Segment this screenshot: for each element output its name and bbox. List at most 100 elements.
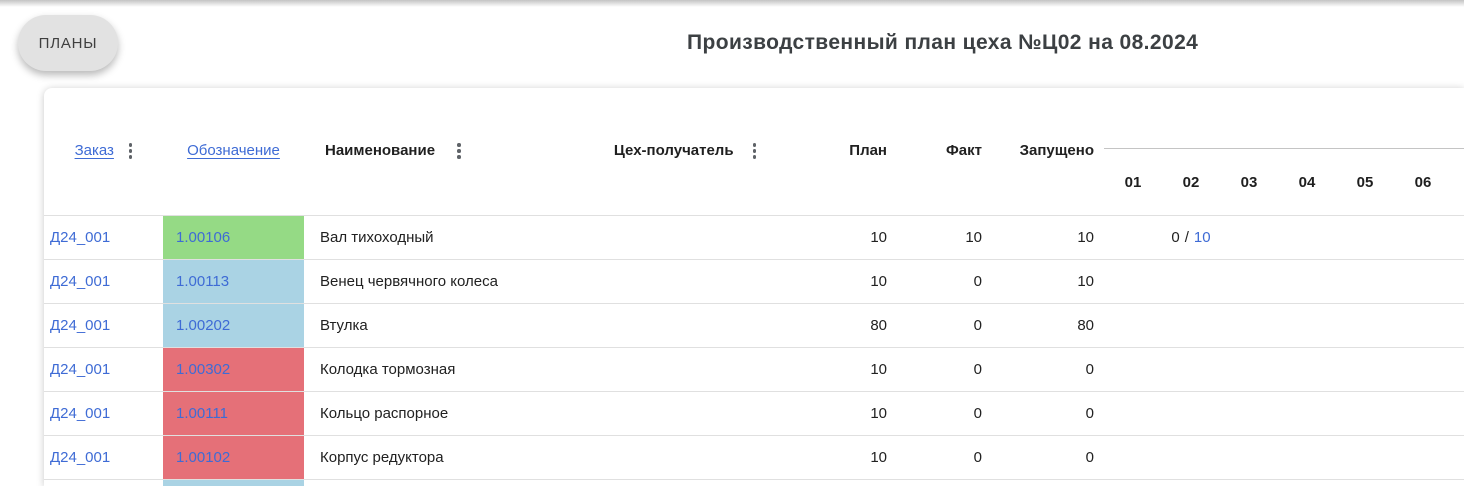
order-cell: Д24_001 <box>44 348 163 391</box>
day-header: 01 <box>1124 174 1142 191</box>
plan-cell: 10 <box>870 449 887 466</box>
order-cell: Д24_001 <box>44 304 163 347</box>
order-link[interactable]: Д24_001 <box>50 449 111 466</box>
receiver-cell <box>580 260 790 303</box>
fact-cell: 0 <box>973 405 982 422</box>
order-cell <box>44 480 163 486</box>
days-cells <box>1097 436 1464 479</box>
column-header-fact: Факт <box>946 142 982 159</box>
plan-cell: 80 <box>870 317 887 334</box>
fact-cell: 0 <box>973 361 982 378</box>
receiver-cell <box>580 436 790 479</box>
day-header: 06 <box>1414 174 1432 191</box>
receiver-cell <box>580 348 790 391</box>
column-header-designation[interactable]: Обозначение <box>187 142 280 159</box>
order-cell: Д24_001 <box>44 392 163 435</box>
order-cell: Д24_001 <box>44 436 163 479</box>
name-cell: Колодка тормозная <box>320 361 456 378</box>
designation-link[interactable]: 1.00302 <box>176 361 231 378</box>
table-row: Д24_001 1.00102 Корпус редуктора 10 0 0 <box>44 436 1464 480</box>
designation-link[interactable]: 1.00106 <box>176 229 231 246</box>
table-header: Заказ Обозначение Наименование Цех-получ… <box>44 88 1464 216</box>
day-header: 05 <box>1356 174 1374 191</box>
launched-cell <box>985 480 1097 486</box>
launched-cell: 80 <box>1077 317 1094 334</box>
designation-cell: 1.00102 <box>163 436 304 479</box>
column-header-receiver: Цех-получатель <box>613 142 734 159</box>
order-link[interactable]: Д24_001 <box>50 229 111 246</box>
name-cell: Венец червячного колеса <box>320 273 498 290</box>
order-cell: Д24_001 <box>44 216 163 259</box>
header-cell-order: Заказ <box>44 88 163 215</box>
column-header-launched: Запущено <box>1019 142 1094 159</box>
launched-cell: 10 <box>1077 229 1094 246</box>
name-cell: Корпус редуктора <box>320 449 444 466</box>
column-menu-icon[interactable] <box>128 142 133 159</box>
designation-cell: 1.00106 <box>163 216 304 259</box>
days-group-rule <box>1104 148 1464 149</box>
column-header-name: Наименование <box>325 142 436 159</box>
table-row: Д24_001 1.00111 Кольцо распорное 10 0 0 <box>44 392 1464 436</box>
order-link[interactable]: Д24_001 <box>50 317 111 334</box>
days-cells <box>1097 392 1464 435</box>
day-header: 02 <box>1182 174 1200 191</box>
order-link[interactable]: Д24_001 <box>50 405 111 422</box>
column-header-order[interactable]: Заказ <box>74 142 114 159</box>
plan-cell <box>790 480 890 486</box>
designation-link[interactable]: 1.00113 <box>176 273 230 290</box>
name-cell: Втулка <box>320 317 368 334</box>
order-link[interactable]: Д24_001 <box>50 361 111 378</box>
plan-cell: 10 <box>870 229 887 246</box>
designation-link[interactable]: 1.00102 <box>176 449 231 466</box>
receiver-cell <box>580 392 790 435</box>
launched-cell: 10 <box>1077 273 1094 290</box>
receiver-cell <box>580 480 790 486</box>
designation-link[interactable]: 1.00202 <box>176 317 231 334</box>
designation-cell <box>163 480 304 486</box>
header-cell-receiver: Цех-получатель <box>580 88 790 215</box>
day-progress-separator: / <box>1184 229 1189 246</box>
page-title: Производственный план цеха №Ц02 на 08.20… <box>687 31 1199 54</box>
designation-link[interactable]: 1.00111 <box>176 405 228 422</box>
day-progress-cell: 0 / 10 <box>1162 229 1220 246</box>
table-row: Д24_001 1.00202 Втулка 80 0 80 <box>44 304 1464 348</box>
plan-cell: 10 <box>870 361 887 378</box>
production-plan-card: Заказ Обозначение Наименование Цех-получ… <box>44 88 1464 486</box>
day-header: 04 <box>1298 174 1316 191</box>
name-cell <box>304 480 580 486</box>
order-link[interactable]: Д24_001 <box>50 273 111 290</box>
name-cell: Кольцо распорное <box>320 405 449 422</box>
plan-cell: 10 <box>870 273 887 290</box>
days-cells <box>1097 480 1464 486</box>
column-header-plan: План <box>849 142 887 159</box>
table-row: Д24_001 1.00113 Венец червячного колеса … <box>44 260 1464 304</box>
day-progress-plan-link[interactable]: 10 <box>1193 229 1211 246</box>
fact-cell <box>890 480 985 486</box>
receiver-cell <box>580 216 790 259</box>
header-cell-designation: Обозначение <box>163 88 304 215</box>
column-menu-icon[interactable] <box>457 142 461 159</box>
header-cell-name: Наименование <box>304 88 580 215</box>
launched-cell: 0 <box>1085 405 1094 422</box>
days-cells <box>1097 348 1464 391</box>
launched-cell: 0 <box>1085 361 1094 378</box>
fact-cell: 10 <box>965 229 982 246</box>
designation-cell: 1.00202 <box>163 304 304 347</box>
days-cells: 0 / 10 <box>1097 216 1464 259</box>
table-row: Д24_001 1.00106 Вал тихоходный 10 10 10 … <box>44 216 1464 260</box>
fact-cell: 0 <box>973 449 982 466</box>
days-cells <box>1097 304 1464 347</box>
fact-cell: 0 <box>973 317 982 334</box>
column-menu-icon[interactable] <box>752 142 757 159</box>
table-row: Д24_001 1.00302 Колодка тормозная 10 0 0 <box>44 348 1464 392</box>
designation-cell: 1.00302 <box>163 348 304 391</box>
days-header-row: 01 02 03 04 05 06 <box>1104 149 1464 191</box>
days-cells <box>1097 260 1464 303</box>
days-header-group: 01 02 03 04 05 06 <box>1097 88 1464 215</box>
name-cell: Вал тихоходный <box>320 229 434 246</box>
day-progress-done: 0 <box>1171 229 1180 246</box>
day-header: 03 <box>1240 174 1258 191</box>
designation-cell: 1.00113 <box>163 260 304 303</box>
top-scroll-shadow <box>0 0 1464 7</box>
plans-button[interactable]: ПЛАНЫ <box>18 15 118 71</box>
